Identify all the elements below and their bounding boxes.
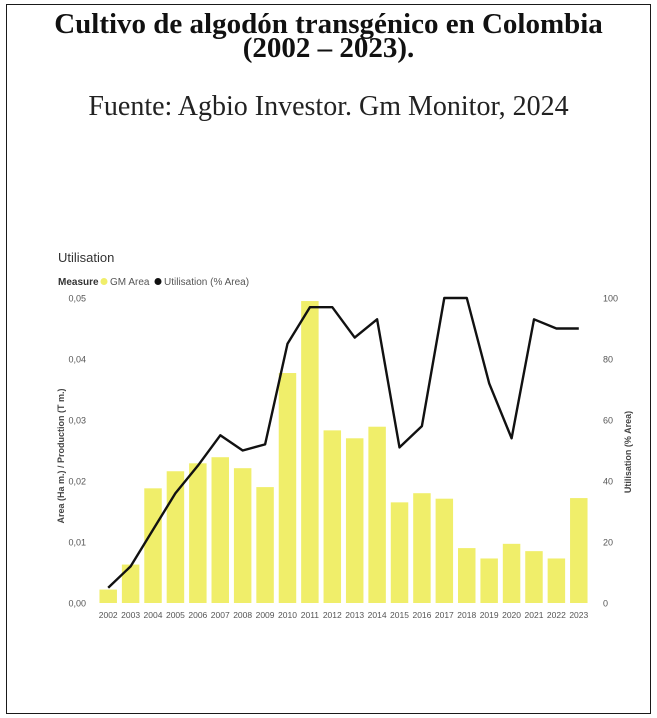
title-line-2: (2002 – 2023). <box>242 32 415 64</box>
page-title: Cultivo de algodón transgénico en Colomb… <box>0 8 657 64</box>
bar-gm-area-2006 <box>189 463 207 603</box>
bar-gm-area-2021 <box>525 551 543 603</box>
bar-gm-area-2004 <box>144 488 162 603</box>
bar-gm-area-2002 <box>99 589 117 603</box>
bar-gm-area-2010 <box>278 373 297 603</box>
y-left-tick-label: 0,01 <box>68 538 86 548</box>
title-line-1: Cultivo de algodón transgénico en Colomb… <box>54 8 603 40</box>
bar-gm-area-2014 <box>368 426 386 603</box>
legend-label-gm-area: GM Area <box>110 277 150 288</box>
x-tick-label: 2016 <box>412 610 431 620</box>
x-tick-label: 2012 <box>323 610 342 620</box>
bar-gm-area-2012 <box>323 430 342 603</box>
bar-gm-area-2017 <box>435 498 454 603</box>
y-left-tick-label: 0,02 <box>68 477 86 487</box>
y-left-tick-label: 0,00 <box>68 599 86 609</box>
legend: Measure GM Area Utilisation (% Area) <box>58 277 249 288</box>
y-right-axis-label: Utilisation (% Area) <box>623 411 633 493</box>
bar-gm-area-2016 <box>413 493 431 603</box>
y-left-axis-label: Area (Ha m.) / Production (T m.) <box>56 388 66 523</box>
x-tick-label: 2015 <box>390 610 409 620</box>
x-tick-label: 2017 <box>435 610 454 620</box>
line-utilisation <box>107 296 579 589</box>
x-tick-label: 2007 <box>211 610 230 620</box>
x-tick-label: 2002 <box>99 610 118 620</box>
y-right-tick-label: 80 <box>603 355 613 365</box>
x-tick-label: 2023 <box>569 610 588 620</box>
y-left-tick-label: 0,04 <box>68 355 86 365</box>
x-tick-label: 2018 <box>457 610 476 620</box>
bar-gm-area-2019 <box>480 558 498 603</box>
legend-swatch-utilisation <box>154 278 162 285</box>
x-tick-label: 2010 <box>278 610 297 620</box>
x-tick-label: 2006 <box>188 610 207 620</box>
y-left-ticks: 0,00 0,01 0,02 0,03 0,04 0,05 <box>68 294 86 609</box>
bar-gm-area-2011 <box>301 301 319 603</box>
bar-gm-area-2022 <box>547 558 566 603</box>
x-tick-label: 2004 <box>144 610 163 620</box>
bar-gm-area-2015 <box>390 502 409 603</box>
y-left-tick-label: 0,05 <box>68 294 86 304</box>
x-tick-label: 2021 <box>525 610 544 620</box>
x-tick-label: 2003 <box>121 610 140 620</box>
x-tick-label: 2020 <box>502 610 521 620</box>
y-right-tick-label: 20 <box>603 538 613 548</box>
legend-swatch-gm-area <box>100 278 108 285</box>
x-tick-label: 2005 <box>166 610 185 620</box>
bars-gm-area <box>99 301 588 603</box>
bar-gm-area-2018 <box>458 548 476 603</box>
bar-gm-area-2007 <box>211 457 229 603</box>
bar-gm-area-2023 <box>570 498 588 603</box>
bar-gm-area-2009 <box>256 487 274 603</box>
x-tick-label: 2022 <box>547 610 566 620</box>
legend-label-utilisation: Utilisation (% Area) <box>164 277 249 288</box>
y-right-ticks: 0 20 40 60 80 100 <box>603 294 618 609</box>
legend-title: Measure <box>58 277 99 288</box>
x-tick-label: 2008 <box>233 610 252 620</box>
bar-gm-area-2008 <box>233 468 252 603</box>
y-left-tick-label: 0,03 <box>68 416 86 426</box>
x-tick-label: 2019 <box>480 610 499 620</box>
x-tick-label: 2009 <box>256 610 275 620</box>
y-right-tick-label: 60 <box>603 416 613 426</box>
x-tick-label: 2011 <box>301 610 320 620</box>
bar-gm-area-2005 <box>166 471 185 603</box>
y-right-tick-label: 0 <box>603 599 608 609</box>
y-right-tick-label: 100 <box>603 294 618 304</box>
bar-gm-area-2013 <box>345 438 364 603</box>
x-axis-ticks: 2002 2003 2004 2005 2006 2007 2008 2009 2010 2011… <box>99 610 589 620</box>
page-subtitle: Fuente: Agbio Investor. Gm Monitor, 2024 <box>88 91 569 122</box>
x-tick-label: 2014 <box>368 610 387 620</box>
bar-gm-area-2003 <box>121 564 140 603</box>
chart-title: Utilisation <box>58 250 114 265</box>
bar-gm-area-2020 <box>502 543 521 603</box>
x-tick-label: 2013 <box>345 610 364 620</box>
y-right-tick-label: 40 <box>603 477 613 487</box>
